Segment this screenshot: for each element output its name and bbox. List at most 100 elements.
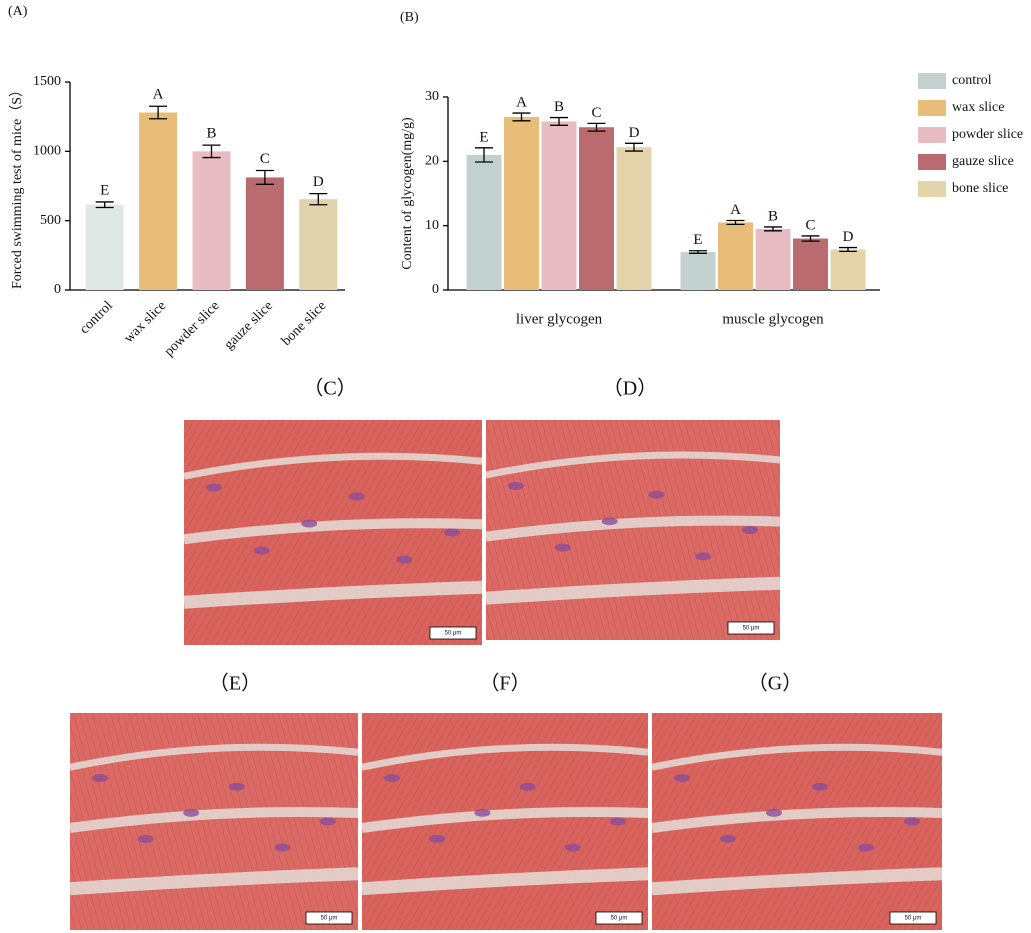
legend-swatch [918, 127, 946, 143]
bar [830, 249, 866, 290]
gap [361, 743, 649, 771]
micrograph: 50 μm [183, 420, 483, 645]
scale-bar-box [595, 911, 643, 925]
nucleus [858, 843, 874, 852]
bar [466, 154, 502, 290]
nucleus [564, 843, 581, 852]
nucleus [674, 774, 690, 783]
bar [755, 228, 791, 290]
y-tick-label: 0 [54, 282, 61, 297]
bar [616, 147, 652, 290]
panel-title: (A) [8, 4, 28, 19]
nucleus [301, 519, 318, 528]
nucleus [508, 482, 524, 490]
y-tick-label: 20 [425, 154, 439, 169]
scale-bar-label: 50 μm [611, 916, 628, 922]
legend-label: bone slice [952, 181, 1008, 196]
micrograph: 50 μm [69, 713, 359, 930]
gap [69, 867, 359, 896]
y-tick-label: 1000 [33, 144, 61, 159]
legend-swatch [918, 100, 946, 116]
x-tick-label: gauze slice [222, 298, 276, 352]
scale-bar-label: 50 μm [905, 916, 922, 922]
bar [541, 121, 577, 291]
nucleus [610, 817, 626, 826]
x-tick-label: bone slice [279, 298, 329, 348]
significance-letter: A [516, 95, 527, 111]
nucleus [720, 834, 736, 843]
y-tick-label: 10 [425, 218, 439, 233]
x-tick-label: control [77, 298, 116, 337]
significance-letter: E [479, 129, 488, 145]
significance-letter: D [313, 174, 324, 190]
nucleus [396, 555, 413, 564]
nucleus [695, 552, 712, 561]
nucleus [812, 782, 828, 791]
bar [718, 222, 753, 290]
bar [504, 116, 539, 291]
legend-swatch [918, 181, 946, 197]
nucleus [92, 774, 108, 783]
gap [485, 515, 781, 542]
gap [651, 867, 943, 896]
micrograph: 50 μm [651, 713, 943, 930]
gap [485, 451, 781, 479]
nucleus [601, 517, 618, 526]
panel-label: （G） [748, 672, 802, 695]
micrograph: 50 μm [485, 420, 781, 640]
nucleus [183, 808, 200, 817]
legend-label: powder slice [952, 127, 1023, 142]
nucleus [648, 490, 665, 499]
panel-label: （E） [209, 672, 261, 695]
significance-letter: E [100, 182, 109, 198]
scale-bar-label: 50 μm [445, 631, 462, 637]
scale-bar-box [727, 621, 775, 635]
x-tick-label: muscle glycogen [722, 311, 824, 327]
nucleus [206, 483, 222, 492]
gap [69, 743, 359, 771]
legend-label: wax slice [952, 100, 1004, 115]
gap [183, 518, 483, 545]
y-tick-label: 1500 [33, 74, 61, 89]
nucleus [444, 528, 460, 537]
nucleus [137, 834, 154, 843]
nucleus [742, 526, 758, 534]
panel-label: （D） [603, 377, 657, 400]
nucleus [554, 543, 571, 552]
x-tick-label: powder slice [162, 298, 223, 359]
gap [651, 807, 943, 833]
scale-bar-box [889, 911, 937, 925]
x-tick-label: wax slice [121, 298, 169, 346]
significance-letter: A [153, 87, 164, 103]
significance-letter: D [629, 125, 640, 141]
significance-letter: B [768, 208, 778, 224]
nucleus [384, 774, 400, 783]
bar [680, 252, 716, 290]
significance-letter: B [554, 99, 564, 115]
y-axis-label: Forced swimming test of mice（S） [9, 83, 25, 289]
gap [485, 576, 781, 605]
micrograph: 50 μm [361, 713, 649, 930]
gap [183, 580, 483, 609]
nucleus [474, 808, 491, 817]
bar [245, 177, 284, 290]
scale-bar-label: 50 μm [743, 626, 760, 632]
scale-bar-label: 50 μm [321, 916, 338, 922]
nucleus [348, 492, 365, 501]
significance-letter: E [693, 232, 702, 248]
gap [361, 807, 649, 833]
bar [299, 199, 338, 290]
significance-letter: A [730, 202, 741, 218]
panel-label: （F） [479, 672, 530, 695]
gap [651, 743, 943, 771]
nucleus [228, 782, 245, 791]
bar [579, 127, 614, 290]
y-tick-label: 0 [432, 282, 439, 297]
legend-label: gauze slice [952, 154, 1014, 169]
panel-title: (B) [400, 10, 419, 25]
y-axis-label: Content of glycogen(mg/g) [400, 117, 415, 270]
x-tick-label: liver glycogen [516, 311, 603, 327]
nucleus [274, 843, 291, 852]
scale-bar-box [429, 626, 477, 640]
nucleus [766, 808, 782, 817]
